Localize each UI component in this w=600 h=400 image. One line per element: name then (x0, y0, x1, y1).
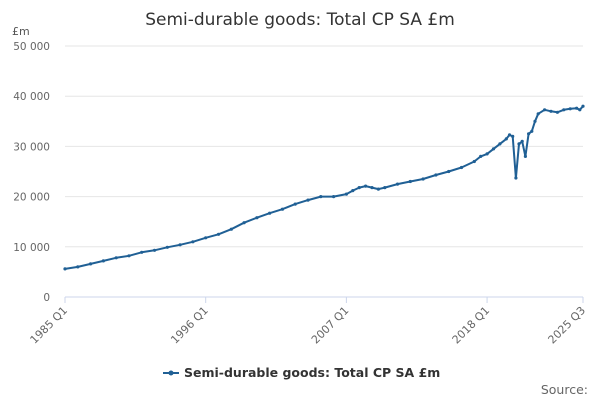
data-point[interactable] (530, 129, 534, 133)
data-point[interactable] (76, 265, 80, 269)
chart-title: Semi-durable goods: Total CP SA £m (145, 10, 455, 30)
legend[interactable]: Semi-durable goods: Total CP SA £m (163, 365, 440, 380)
series-line[interactable] (64, 105, 584, 270)
data-point[interactable] (549, 109, 553, 113)
data-point[interactable] (421, 177, 425, 181)
x-axis: 1985 Q1 1996 Q1 2007 Q1 2018 Q1 2025 Q3 (28, 296, 589, 347)
x-tick-label: 1996 Q1 (168, 304, 211, 347)
x-tick-label: 2018 Q1 (450, 304, 493, 347)
data-point[interactable] (447, 169, 451, 174)
data-point[interactable] (578, 108, 582, 112)
data-point[interactable] (520, 139, 524, 143)
y-tick-label: 40 000 (13, 91, 50, 103)
data-point[interactable] (485, 152, 489, 156)
data-point[interactable] (364, 184, 368, 188)
data-point[interactable] (498, 142, 502, 146)
data-point[interactable] (101, 259, 105, 263)
data-point[interactable] (568, 107, 572, 111)
data-point[interactable] (229, 227, 233, 231)
x-tick-label: 2007 Q1 (309, 304, 352, 347)
data-point[interactable] (514, 176, 518, 180)
data-point[interactable] (504, 137, 508, 141)
data-point[interactable] (293, 202, 297, 206)
y-tick-label: 50 000 (13, 41, 50, 53)
data-point[interactable] (408, 179, 412, 184)
data-point[interactable] (536, 112, 540, 116)
data-point[interactable] (63, 267, 67, 271)
y-unit-label: £m (12, 25, 30, 38)
x-tick-label: 2025 Q3 (546, 304, 589, 347)
data-point[interactable] (370, 186, 374, 190)
data-point[interactable] (255, 216, 259, 220)
data-point[interactable] (344, 192, 348, 196)
data-point[interactable] (533, 119, 537, 123)
data-point[interactable] (114, 256, 118, 260)
legend-point-marker (168, 370, 174, 376)
grid: 0 10 000 20 000 30 000 40 000 50 000 (13, 41, 583, 304)
y-tick-label: 30 000 (13, 141, 50, 153)
data-point[interactable] (306, 198, 310, 202)
data-point[interactable] (555, 110, 560, 114)
data-point[interactable] (459, 165, 464, 170)
data-point[interactable] (152, 248, 157, 252)
data-point[interactable] (319, 195, 323, 199)
legend-item-label: Semi-durable goods: Total CP SA £m (184, 365, 440, 380)
data-point[interactable] (204, 236, 208, 240)
data-point[interactable] (351, 189, 355, 193)
data-point[interactable] (140, 250, 144, 254)
data-point[interactable] (523, 154, 528, 158)
data-point[interactable] (376, 187, 380, 191)
plot-area (63, 104, 585, 271)
data-point[interactable] (216, 232, 221, 236)
data-point[interactable] (332, 195, 336, 199)
data-point[interactable] (178, 243, 182, 247)
x-tick-label: 1985 Q1 (28, 304, 71, 347)
data-point[interactable] (581, 104, 585, 108)
data-point[interactable] (511, 134, 515, 138)
data-point[interactable] (191, 240, 195, 244)
data-point[interactable] (268, 211, 272, 215)
data-point[interactable] (127, 254, 131, 258)
data-point[interactable] (89, 262, 93, 266)
y-tick-label: 0 (43, 292, 50, 304)
data-point[interactable] (507, 133, 512, 137)
data-point[interactable] (527, 132, 531, 136)
data-point[interactable] (242, 221, 246, 225)
data-point[interactable] (383, 186, 387, 190)
data-point[interactable] (491, 147, 496, 151)
data-point[interactable] (434, 173, 438, 177)
data-point[interactable] (165, 245, 169, 249)
y-tick-label: 20 000 (13, 192, 50, 204)
y-tick-label: 10 000 (13, 242, 50, 254)
data-point[interactable] (280, 207, 284, 211)
source-label: Source: (541, 382, 588, 397)
data-point[interactable] (357, 186, 361, 190)
data-point[interactable] (543, 108, 547, 112)
data-point[interactable] (562, 108, 566, 112)
data-point[interactable] (472, 159, 476, 164)
data-point[interactable] (575, 106, 579, 110)
data-point[interactable] (517, 142, 521, 146)
data-point[interactable] (395, 182, 400, 186)
data-point[interactable] (479, 154, 483, 158)
